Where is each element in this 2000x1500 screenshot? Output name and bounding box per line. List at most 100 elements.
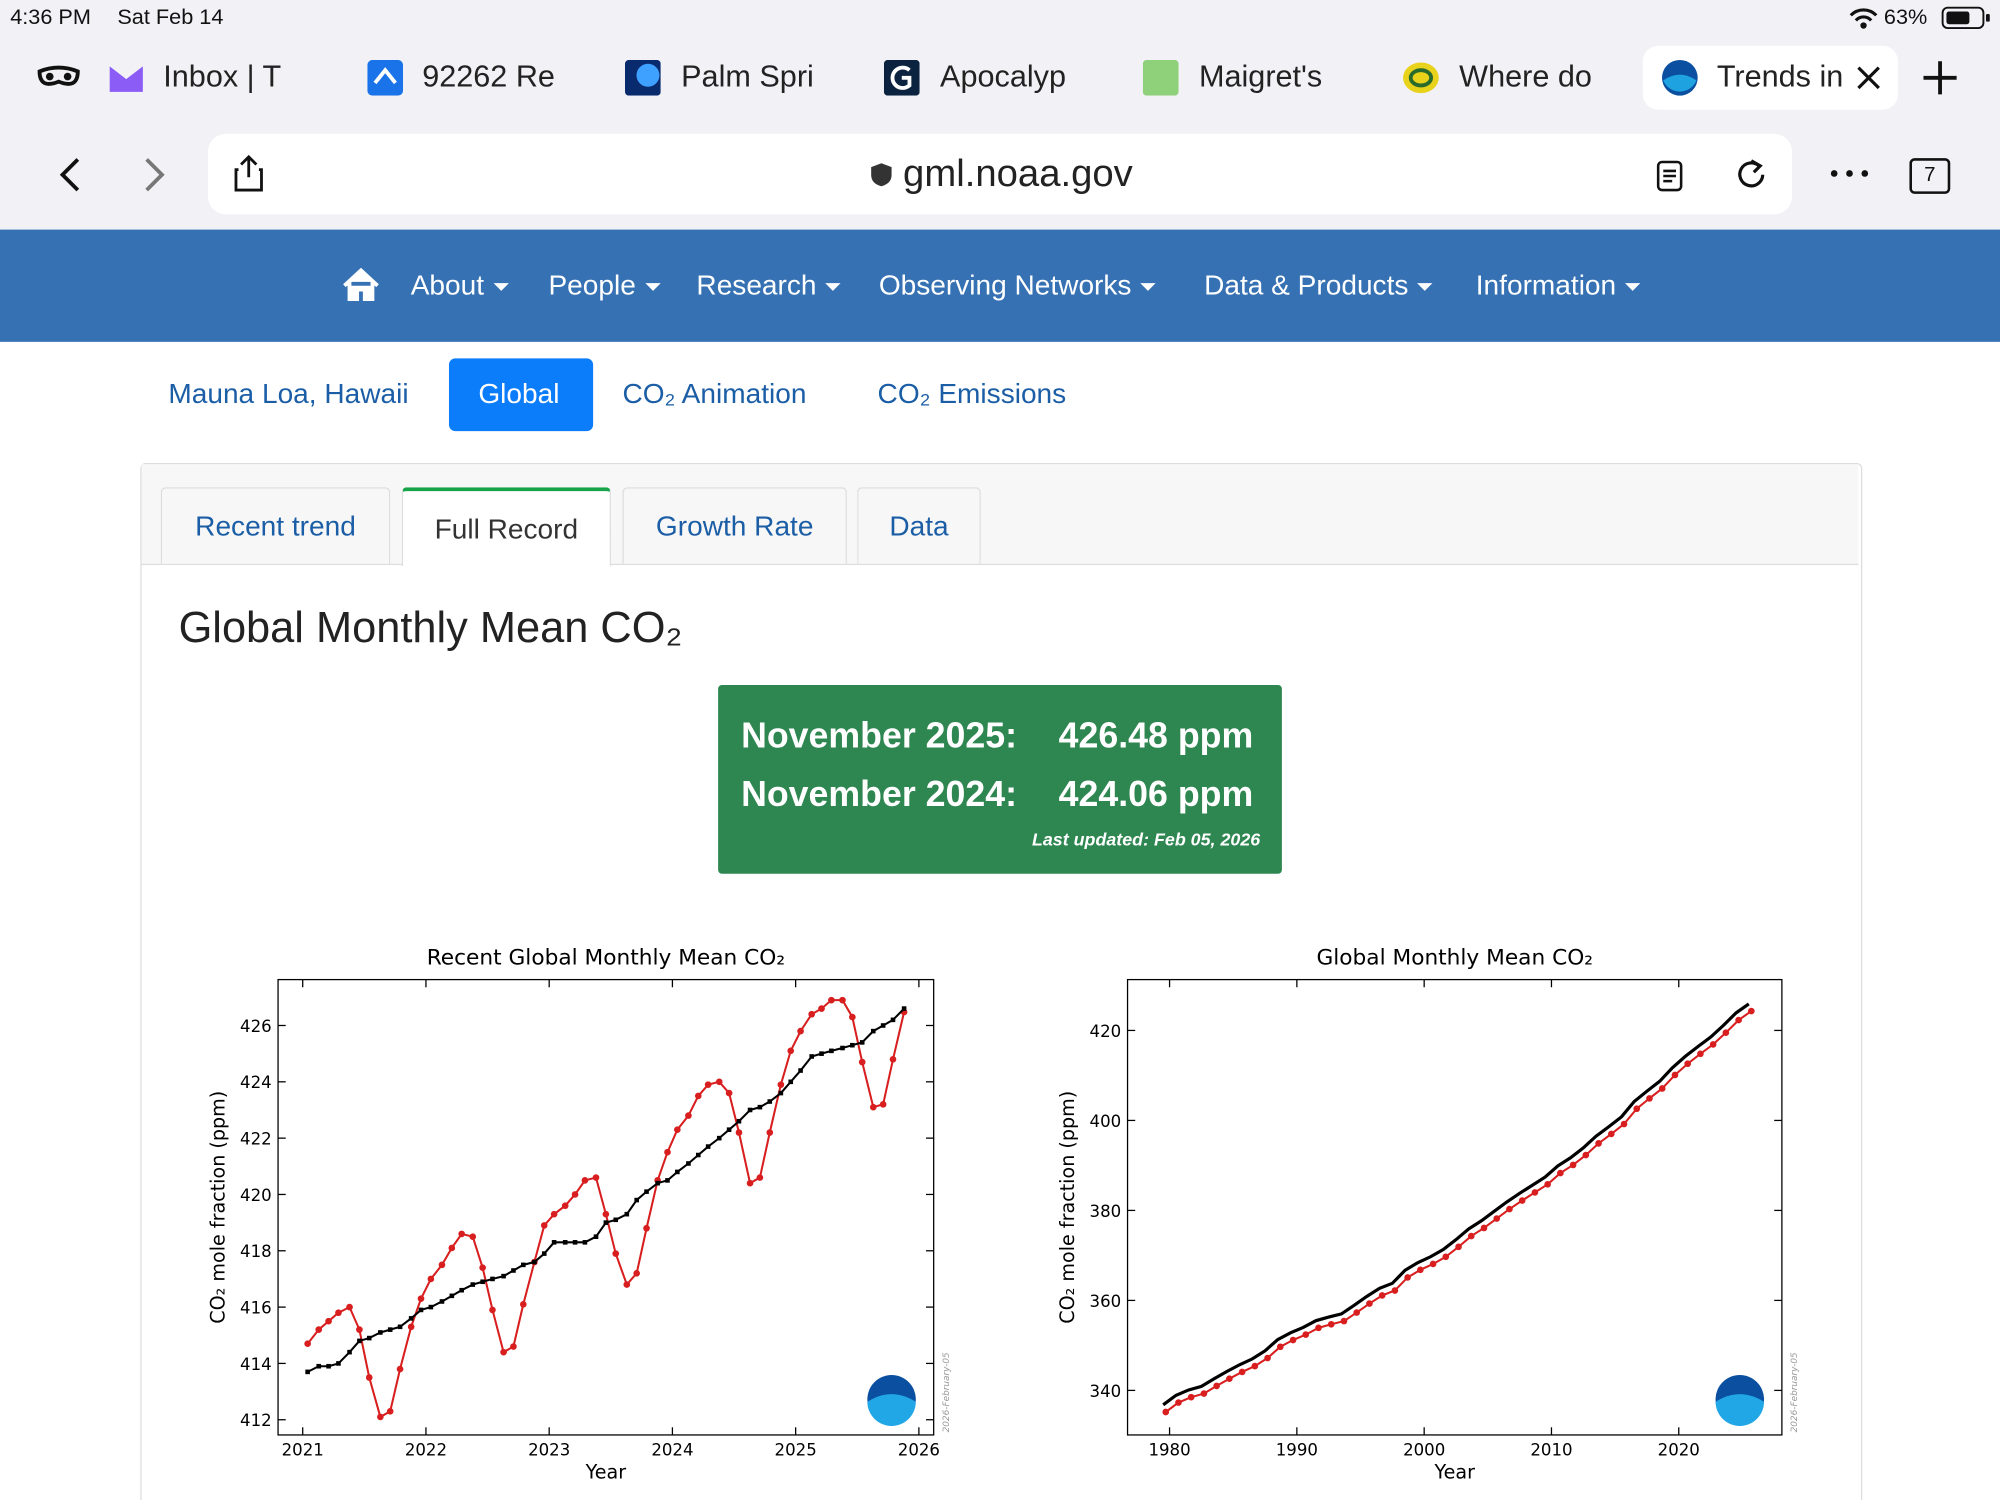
- tab-title[interactable]: Maigret's: [1198, 59, 1323, 95]
- address-bar[interactable]: [207, 133, 1793, 215]
- data-point: [1735, 1016, 1742, 1024]
- data-point: [1544, 1181, 1551, 1188]
- tab-icon: [367, 59, 404, 96]
- y-tick-label: 380: [1090, 1202, 1122, 1221]
- panel-tab[interactable]: Data: [857, 487, 981, 564]
- data-point: [489, 1306, 496, 1314]
- subnav-link[interactable]: CO₂ Emissions: [877, 377, 1067, 410]
- data-point: [603, 1220, 609, 1225]
- nav-item[interactable]: Observing Networks: [879, 269, 1156, 302]
- data-point: [408, 1316, 414, 1321]
- data-point: [1709, 1041, 1717, 1048]
- data-point: [357, 1338, 362, 1344]
- data-point: [335, 1309, 342, 1317]
- y-tick-label: 418: [240, 1242, 272, 1261]
- share-button[interactable]: [232, 154, 265, 192]
- nav-item[interactable]: About: [411, 269, 509, 302]
- data-point: [664, 1148, 671, 1156]
- tab-title[interactable]: Apocalyp: [940, 59, 1066, 95]
- data-point: [859, 1040, 865, 1045]
- data-point: [819, 1051, 824, 1056]
- data-point: [633, 1269, 640, 1277]
- data-point: [470, 1282, 476, 1287]
- data-point: [336, 1361, 341, 1366]
- data-point: [879, 1101, 887, 1108]
- data-point: [746, 1179, 754, 1187]
- data-point: [675, 1169, 680, 1175]
- x-tick-label: 2022: [405, 1440, 447, 1459]
- back-button[interactable]: [56, 156, 87, 194]
- nav-item[interactable]: Information: [1476, 269, 1641, 302]
- subnav-link[interactable]: Global: [478, 377, 560, 410]
- home-icon[interactable]: [342, 267, 380, 302]
- data-point: [500, 1348, 507, 1356]
- nav-item[interactable]: People: [548, 269, 660, 302]
- new-tab[interactable]: [1921, 59, 1959, 97]
- tab-title[interactable]: 92262 Re: [422, 59, 555, 95]
- data-point: [797, 1027, 804, 1035]
- secure-icon: [871, 163, 892, 187]
- tab-title[interactable]: Palm Spri: [681, 59, 814, 95]
- data-point: [1595, 1140, 1602, 1147]
- data-point: [766, 1129, 774, 1136]
- x-axis-label: Year: [1433, 1460, 1475, 1483]
- data-point: [346, 1303, 353, 1311]
- heading: Global Monthly Mean CO₂: [178, 603, 683, 653]
- data-point: [840, 1045, 845, 1051]
- data-point: [1404, 1274, 1411, 1281]
- data-point: [540, 1222, 548, 1229]
- data-point: [480, 1279, 485, 1285]
- nav-item[interactable]: Data & Products: [1204, 269, 1433, 302]
- data-point: [316, 1363, 322, 1369]
- panel-tab-active[interactable]: Full Record: [401, 487, 611, 567]
- close-tab[interactable]: [1856, 65, 1882, 91]
- reader-button[interactable]: [1656, 159, 1684, 192]
- nav-item[interactable]: Research: [696, 269, 840, 302]
- data-point: [1366, 1300, 1373, 1307]
- data-point: [438, 1261, 446, 1269]
- data-point: [1607, 1130, 1615, 1138]
- private-icon[interactable]: [36, 61, 82, 94]
- data-point: [1671, 1071, 1679, 1079]
- wifi-icon: [1849, 8, 1878, 29]
- subnav-link[interactable]: Mauna Loa, Hawaii: [168, 377, 409, 410]
- data-point: [788, 1079, 794, 1085]
- subnav-link[interactable]: CO₂ Animation: [622, 377, 807, 410]
- data-point: [1315, 1324, 1322, 1332]
- data-point: [582, 1240, 588, 1245]
- data-point: [365, 1374, 373, 1381]
- data-point: [849, 1013, 856, 1021]
- status-time: 4:36 PM: [10, 5, 91, 30]
- data-point: [541, 1251, 547, 1256]
- battery-icon: [1941, 6, 1990, 30]
- data-point: [1646, 1095, 1653, 1102]
- data-point: [890, 1017, 896, 1023]
- tab-title[interactable]: Trends in: [1716, 59, 1844, 95]
- latest-label: November 2025:: [741, 715, 1018, 756]
- reload-button[interactable]: [1733, 157, 1769, 193]
- url[interactable]: gml.noaa.gov: [903, 153, 1133, 196]
- tab-title[interactable]: Inbox | T: [163, 59, 282, 95]
- data-point: [326, 1363, 331, 1369]
- subnav-active-bg[interactable]: [448, 358, 594, 432]
- x-tick-label: 1980: [1148, 1440, 1190, 1459]
- data-point: [469, 1233, 477, 1241]
- tab-count[interactable]: 7: [1909, 158, 1951, 194]
- panel-tab[interactable]: Recent trend: [160, 487, 391, 564]
- more-button[interactable]: [1829, 166, 1870, 181]
- data-point: [1200, 1390, 1208, 1397]
- data-point: [686, 1161, 691, 1166]
- data-point: [325, 1317, 332, 1325]
- data-point: [315, 1326, 323, 1333]
- data-point: [665, 1178, 670, 1183]
- data-point: [418, 1307, 424, 1313]
- data-point: [1238, 1368, 1246, 1376]
- tab-title[interactable]: Where do: [1459, 59, 1592, 95]
- forward-button[interactable]: [138, 156, 169, 194]
- data-point: [901, 1006, 907, 1011]
- x-tick-label: 2026: [898, 1440, 940, 1459]
- tab-icon: [1142, 59, 1179, 96]
- y-tick-label: 426: [240, 1017, 272, 1036]
- panel-tab[interactable]: Growth Rate: [622, 487, 847, 564]
